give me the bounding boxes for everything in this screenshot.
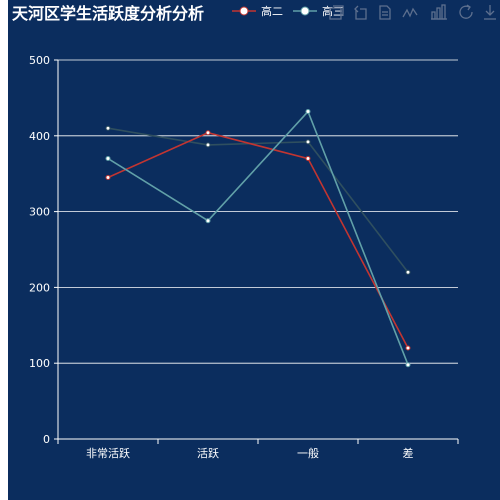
x-axis: 非常活跃 活跃 一般 差 — [57, 438, 459, 460]
grid-lines — [58, 59, 458, 364]
y-tick-label: 200 — [29, 281, 50, 294]
data-point[interactable] — [305, 156, 311, 162]
data-point[interactable] — [305, 109, 311, 115]
x-tick-label: 非常活跃 — [86, 446, 130, 460]
x-tick-label: 活跃 — [197, 446, 219, 460]
data-point[interactable] — [105, 125, 111, 131]
data-point[interactable] — [205, 142, 211, 148]
series-layer — [105, 109, 411, 368]
y-axis: 0 100 200 300 400 500 — [29, 54, 59, 446]
chart-title: 天河区学生活跃度分析分析 — [12, 4, 204, 23]
legend-swatch-icon — [300, 6, 310, 16]
refresh-icon[interactable] — [459, 4, 473, 19]
series-line — [107, 127, 409, 273]
y-tick-label: 300 — [29, 206, 50, 219]
legend: 高二 高三 — [232, 4, 344, 18]
series-line — [107, 110, 409, 366]
data-point[interactable] — [405, 362, 411, 368]
data-point[interactable] — [205, 218, 211, 224]
y-tick-label: 0 — [43, 433, 50, 446]
series-0 — [105, 125, 411, 275]
y-tick-label: 100 — [29, 357, 50, 370]
data-point[interactable] — [305, 139, 311, 145]
data-point[interactable] — [205, 130, 211, 136]
data-point[interactable] — [405, 269, 411, 275]
data-view-icon[interactable] — [379, 5, 391, 20]
save-as-image-icon[interactable] — [329, 5, 344, 20]
series-2 — [105, 109, 411, 368]
line-chart-icon[interactable] — [402, 7, 418, 18]
chart-background — [8, 0, 500, 500]
restore-icon[interactable] — [354, 5, 367, 20]
series-line — [107, 131, 409, 349]
toolbox — [329, 4, 496, 20]
data-point[interactable] — [105, 174, 111, 180]
y-tick-label: 500 — [29, 54, 50, 67]
download-icon[interactable] — [484, 5, 496, 20]
data-point[interactable] — [105, 156, 111, 162]
series-1 — [105, 130, 411, 351]
y-tick-label: 400 — [29, 130, 50, 143]
data-point[interactable] — [405, 345, 411, 351]
legend-label: 高二 — [261, 4, 283, 18]
x-tick-label: 差 — [403, 446, 414, 460]
bar-chart-icon[interactable] — [431, 4, 447, 20]
legend-swatch-icon — [239, 6, 249, 16]
legend-item[interactable]: 高二 — [232, 4, 283, 18]
x-tick-label: 一般 — [297, 447, 319, 460]
